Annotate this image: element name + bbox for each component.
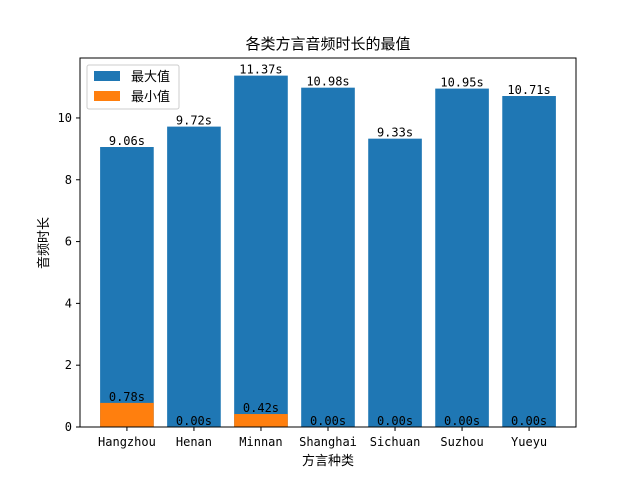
data-label-max-sichuan: 9.33s bbox=[377, 126, 413, 140]
data-label-min-hangzhou: 0.78s bbox=[109, 390, 145, 404]
x-tick-label: Sichuan bbox=[370, 435, 421, 449]
x-tick-label: Suzhou bbox=[440, 435, 483, 449]
bar-max-yueyu bbox=[502, 96, 556, 427]
data-label-max-suzhou: 10.95s bbox=[440, 76, 483, 90]
y-tick-label: 0 bbox=[65, 420, 72, 434]
legend-swatch-min bbox=[94, 91, 120, 101]
data-label-min-minnan: 0.42s bbox=[243, 401, 279, 415]
series-min-bars bbox=[100, 402, 288, 427]
data-label-min-sichuan: 0.00s bbox=[377, 414, 413, 428]
x-axis-label: 方言种类 bbox=[302, 453, 354, 469]
data-label-min-shanghai: 0.00s bbox=[310, 414, 346, 428]
data-label-max-yueyu: 10.71s bbox=[507, 83, 550, 97]
bar-max-sichuan bbox=[368, 138, 422, 427]
y-tick-label: 6 bbox=[65, 235, 72, 249]
y-tick-label: 8 bbox=[65, 173, 72, 187]
x-axis-ticks: Hangzhou Henan Minnan Shanghai Sichuan Suzhou… bbox=[98, 427, 547, 449]
y-tick-label: 2 bbox=[65, 358, 72, 372]
x-tick-label: Minnan bbox=[239, 435, 282, 449]
bar-max-shanghai bbox=[301, 87, 355, 428]
data-label-max-hangzhou: 9.06s bbox=[109, 134, 145, 148]
data-label-min-suzhou: 0.00s bbox=[444, 414, 480, 428]
y-axis-ticks: 0 2 4 6 8 10 bbox=[58, 111, 80, 434]
bar-max-suzhou bbox=[435, 88, 489, 428]
data-label-min-yueyu: 0.00s bbox=[511, 414, 547, 428]
series-max-bars bbox=[100, 75, 556, 428]
x-tick-label: Shanghai bbox=[299, 435, 357, 449]
data-label-max-henan: 9.72s bbox=[176, 114, 212, 128]
legend: 最大值 最小值 bbox=[86, 64, 180, 110]
x-tick-label: Yueyu bbox=[511, 435, 547, 449]
bar-max-hangzhou bbox=[100, 147, 154, 428]
series-max-labels: 9.06s 9.72s 11.37s 10.98s 9.33s 10.95s 10.71s bbox=[109, 63, 551, 148]
y-tick-label: 4 bbox=[65, 296, 72, 310]
x-tick-label: Hangzhou bbox=[98, 435, 156, 449]
series-min-labels: 0.78s 0.00s 0.42s 0.00s 0.00s 0.00s 0.00s bbox=[109, 390, 547, 428]
x-tick-label: Henan bbox=[176, 435, 212, 449]
bar-min-hangzhou bbox=[100, 402, 154, 427]
y-axis-label: 音频时长 bbox=[36, 217, 52, 269]
data-label-max-minnan: 11.37s bbox=[239, 63, 282, 77]
data-label-max-shanghai: 10.98s bbox=[306, 75, 349, 89]
chart-title: 各类方言音频时长的最值 bbox=[245, 35, 410, 53]
bar-max-minnan bbox=[234, 75, 288, 428]
bar-min-minnan bbox=[234, 414, 288, 427]
bar-max-henan bbox=[167, 126, 221, 428]
legend-swatch-max bbox=[94, 71, 120, 81]
y-tick-label: 10 bbox=[58, 111, 72, 125]
legend-label-min: 最小值 bbox=[131, 89, 170, 105]
data-label-min-henan: 0.00s bbox=[176, 414, 212, 428]
legend-label-max: 最大值 bbox=[131, 69, 170, 85]
